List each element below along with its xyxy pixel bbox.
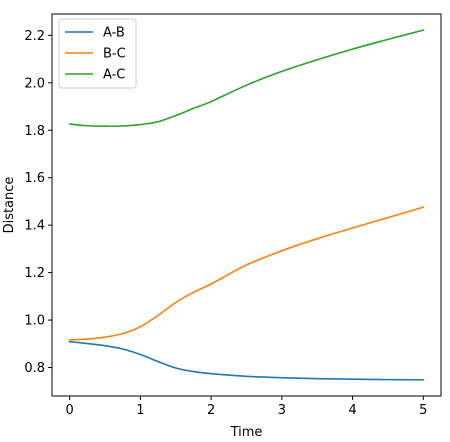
axes-frame — [51, 13, 442, 397]
x-tick-label: 3 — [278, 403, 286, 418]
y-axis-label: Distance — [2, 177, 17, 234]
x-tick-label: 0 — [66, 403, 74, 418]
y-tick-label: 2.0 — [24, 76, 45, 91]
x-tick-label: 4 — [348, 403, 356, 418]
series-line-b-c — [68, 206, 425, 341]
x-tick-label: 1 — [136, 403, 144, 418]
y-tick-label: 1.2 — [24, 266, 45, 281]
y-tick-label: 1.4 — [24, 219, 45, 234]
series-line-a-b — [68, 340, 425, 381]
x-tick-label: 5 — [419, 403, 427, 418]
y-tick-label: 1.6 — [24, 171, 45, 186]
legend-label: A-B — [103, 26, 125, 41]
plot-area — [68, 29, 425, 381]
legend-label: A-C — [103, 68, 125, 83]
legend-box — [58, 18, 137, 89]
legend-label: B-C — [103, 47, 126, 62]
y-tick-label: 0.8 — [24, 361, 45, 376]
x-axis-label: Time — [230, 425, 263, 440]
y-tick-label: 1.8 — [24, 124, 45, 139]
legend: A-B B-C A-C — [58, 18, 137, 89]
y-axis: 0.8 1.0 1.2 1.4 1.6 1.8 2.0 2.2 — [24, 29, 52, 376]
y-tick-label: 2.2 — [24, 29, 45, 44]
x-axis: 0 1 2 3 4 5 — [66, 396, 427, 418]
series-line-a-c — [68, 29, 425, 128]
y-tick-label: 1.0 — [24, 314, 45, 329]
x-tick-label: 2 — [207, 403, 215, 418]
